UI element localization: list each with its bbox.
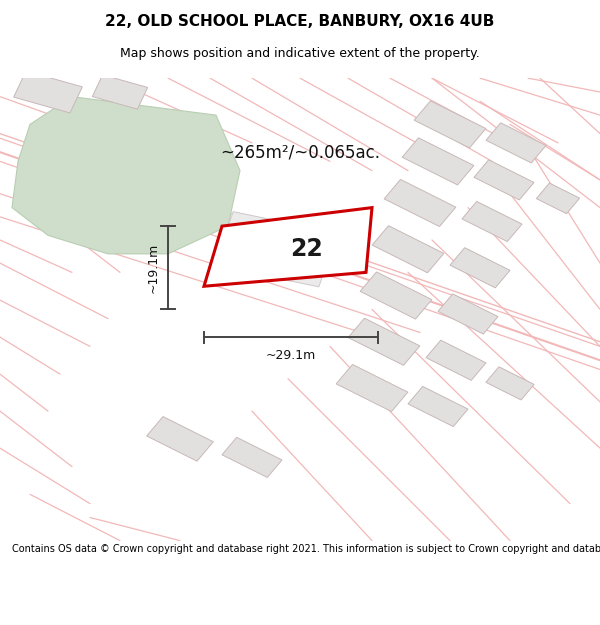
Polygon shape: [372, 226, 444, 272]
Polygon shape: [450, 248, 510, 288]
Polygon shape: [536, 183, 580, 214]
Text: ~29.1m: ~29.1m: [266, 349, 316, 362]
Polygon shape: [348, 318, 420, 365]
Polygon shape: [222, 438, 282, 478]
Text: 22, OLD SCHOOL PLACE, BANBURY, OX16 4UB: 22, OLD SCHOOL PLACE, BANBURY, OX16 4UB: [106, 14, 494, 29]
Polygon shape: [14, 71, 82, 113]
Polygon shape: [384, 179, 456, 226]
Polygon shape: [402, 138, 474, 185]
Polygon shape: [215, 212, 337, 287]
Text: Map shows position and indicative extent of the property.: Map shows position and indicative extent…: [120, 48, 480, 61]
Polygon shape: [426, 340, 486, 381]
Text: Contains OS data © Crown copyright and database right 2021. This information is : Contains OS data © Crown copyright and d…: [12, 544, 600, 554]
Polygon shape: [414, 101, 486, 148]
Text: ~265m²/~0.065ac.: ~265m²/~0.065ac.: [220, 143, 380, 161]
Polygon shape: [408, 386, 468, 427]
Polygon shape: [204, 208, 372, 286]
Text: 22: 22: [290, 238, 322, 261]
Polygon shape: [486, 367, 534, 400]
Polygon shape: [12, 97, 240, 254]
Polygon shape: [92, 75, 148, 109]
Text: ~19.1m: ~19.1m: [146, 242, 160, 293]
Polygon shape: [438, 294, 498, 334]
Polygon shape: [146, 417, 214, 461]
Polygon shape: [336, 364, 408, 411]
Polygon shape: [360, 272, 432, 319]
Polygon shape: [462, 201, 522, 242]
Polygon shape: [486, 122, 546, 163]
Polygon shape: [474, 160, 534, 200]
